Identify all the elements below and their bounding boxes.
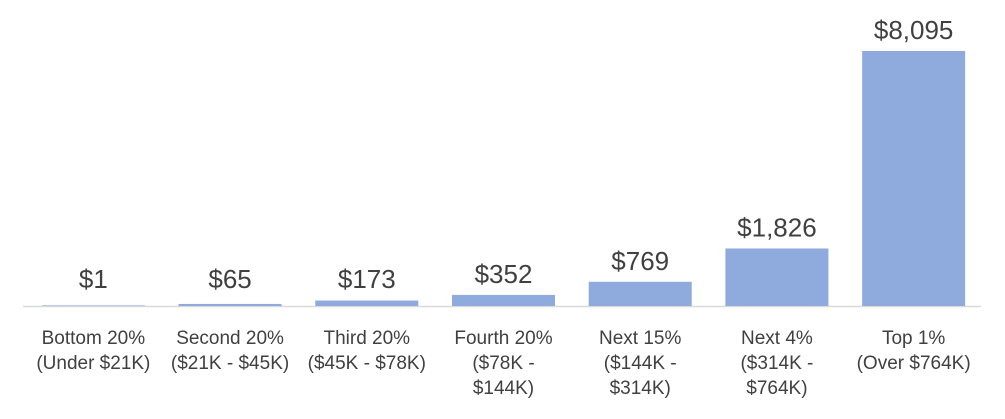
bar-value-label: $8,095: [874, 15, 954, 45]
category-tick-label-line: ($78K -: [472, 353, 534, 374]
category-tick-label: Second 20% ($21K - $45K): [171, 328, 289, 374]
category-tick-label-line: $144K): [473, 378, 534, 399]
category-tick-label-line: Second 20%: [176, 328, 284, 349]
category-tick-label-line: (Over $764K): [857, 353, 971, 374]
category-tick-label: Next 15% ($144K - $314K): [599, 328, 681, 399]
bar: [452, 294, 555, 306]
bar: [41, 305, 145, 306]
category-tick-label-line: $314K): [610, 378, 671, 399]
category-tick-label: Top 1% (Over $764K): [857, 328, 971, 374]
category-tick-label-line: Top 1%: [882, 328, 945, 349]
category-tick-label-line: Fourth 20%: [454, 328, 552, 349]
bars-group: [41, 51, 966, 306]
category-tick-label-line: (Under $21K): [36, 353, 150, 374]
category-tick-label-line: Next 15%: [599, 328, 681, 349]
bar-value-label: $769: [611, 246, 669, 276]
category-tick-label: Next 4% ($314K - $764K): [740, 328, 813, 399]
bar: [315, 300, 419, 306]
bar-value-label: $1,826: [737, 212, 817, 242]
bar: [862, 51, 966, 306]
category-tick-label-line: ($45K - $78K): [308, 353, 426, 374]
category-tick-label: Fourth 20% ($78K - $144K): [454, 328, 552, 399]
bar: [178, 303, 282, 306]
category-labels-group: Bottom 20% (Under $21K) Second 20% ($21K - …: [36, 328, 970, 399]
category-tick-label-line: ($144K -: [604, 353, 677, 374]
category-tick-label-line: ($314K -: [740, 353, 813, 374]
category-tick-label-line: Next 4%: [741, 328, 813, 349]
bar-value-label: $173: [338, 264, 396, 294]
category-tick-label: Bottom 20% (Under $21K): [36, 328, 150, 374]
bar: [725, 248, 829, 306]
bar: [588, 281, 692, 306]
category-tick-label-line: Bottom 20%: [42, 328, 146, 349]
bar-value-label: $65: [208, 264, 251, 294]
category-tick-label-line: ($21K - $45K): [171, 353, 289, 374]
value-labels-group: $1 $65 $173 $352 $769 $1,826 $8,095: [79, 15, 954, 294]
category-tick-label-line: Third 20%: [323, 328, 410, 349]
category-tick-label: Third 20% ($45K - $78K): [308, 328, 426, 374]
bar-value-label: $1: [79, 264, 108, 294]
category-tick-label-line: $764K): [746, 378, 807, 399]
bar-value-label: $352: [475, 259, 533, 289]
